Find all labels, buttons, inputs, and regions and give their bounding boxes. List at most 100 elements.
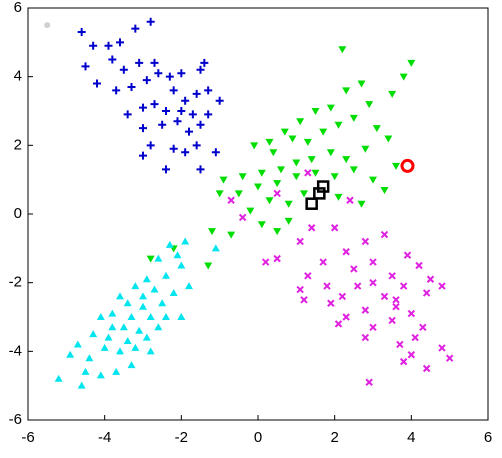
point <box>365 101 374 109</box>
point <box>265 197 274 205</box>
x-tick-label: -2 <box>175 429 188 446</box>
point <box>169 86 178 95</box>
point <box>238 213 247 222</box>
point <box>323 282 331 290</box>
point <box>307 224 316 232</box>
point <box>211 244 220 252</box>
point <box>104 41 113 50</box>
point <box>162 107 170 115</box>
point <box>227 196 235 204</box>
point <box>296 118 305 126</box>
point <box>146 313 155 320</box>
point <box>392 296 400 304</box>
x-tick-label: 4 <box>407 429 415 446</box>
point <box>369 258 377 266</box>
y-tick-label: 6 <box>14 0 22 16</box>
point <box>112 367 121 375</box>
point <box>296 237 304 246</box>
point <box>334 320 343 328</box>
point <box>369 323 377 332</box>
point <box>422 289 431 297</box>
point <box>284 217 293 225</box>
point <box>349 166 358 174</box>
point <box>438 282 446 290</box>
point <box>196 65 205 74</box>
point <box>369 176 377 184</box>
point <box>305 197 318 210</box>
x-tick-label: -4 <box>98 429 111 446</box>
point <box>185 282 193 290</box>
point <box>342 248 350 256</box>
point <box>357 200 366 208</box>
point <box>169 288 178 296</box>
point <box>188 110 197 119</box>
point <box>150 100 159 109</box>
point <box>234 190 243 198</box>
y-tick-label: -2 <box>9 274 22 291</box>
point <box>350 265 358 273</box>
point <box>303 138 312 146</box>
point <box>415 261 423 270</box>
point <box>127 361 136 369</box>
point <box>338 292 347 301</box>
point <box>353 282 362 290</box>
y-tick-label: 2 <box>14 136 22 153</box>
point <box>150 285 159 293</box>
point <box>300 190 308 198</box>
point <box>192 89 201 98</box>
point <box>361 333 370 342</box>
point <box>273 180 282 188</box>
point <box>192 141 201 150</box>
point <box>108 309 117 317</box>
y-tick-label: -4 <box>9 342 22 359</box>
point <box>173 117 182 126</box>
point <box>142 76 151 85</box>
point <box>246 207 255 215</box>
point <box>119 323 128 331</box>
point <box>438 344 446 352</box>
point <box>342 313 350 321</box>
point <box>146 347 155 355</box>
point <box>269 149 278 157</box>
point <box>127 82 136 91</box>
point <box>361 306 370 314</box>
point <box>407 59 416 67</box>
point <box>311 169 320 177</box>
point <box>357 80 366 88</box>
point <box>208 228 216 236</box>
point <box>204 110 213 119</box>
point <box>108 323 117 331</box>
point <box>146 17 155 26</box>
point <box>330 224 339 232</box>
point <box>131 282 140 290</box>
point <box>139 302 147 310</box>
point <box>44 22 51 29</box>
point <box>89 41 98 50</box>
point <box>307 156 316 164</box>
point <box>327 299 335 307</box>
point <box>254 183 262 191</box>
point <box>292 159 301 167</box>
point <box>85 354 94 362</box>
point <box>396 340 404 349</box>
point <box>150 58 159 67</box>
point <box>66 350 75 358</box>
point <box>403 251 412 259</box>
point <box>185 127 193 136</box>
point <box>123 110 132 119</box>
point <box>200 58 209 67</box>
point <box>96 371 105 379</box>
point <box>108 55 117 64</box>
point <box>211 148 220 157</box>
point <box>215 190 224 198</box>
point <box>204 86 213 95</box>
point <box>177 107 186 115</box>
point <box>292 173 301 181</box>
point <box>123 299 132 307</box>
x-tick-label: 0 <box>254 429 262 446</box>
point <box>131 24 140 33</box>
point <box>399 357 408 366</box>
point <box>392 302 400 311</box>
point <box>135 326 144 334</box>
